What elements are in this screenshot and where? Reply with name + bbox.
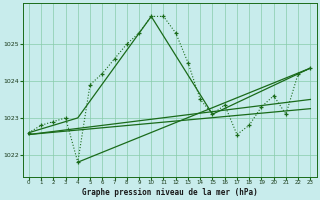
X-axis label: Graphe pression niveau de la mer (hPa): Graphe pression niveau de la mer (hPa) <box>82 188 258 197</box>
